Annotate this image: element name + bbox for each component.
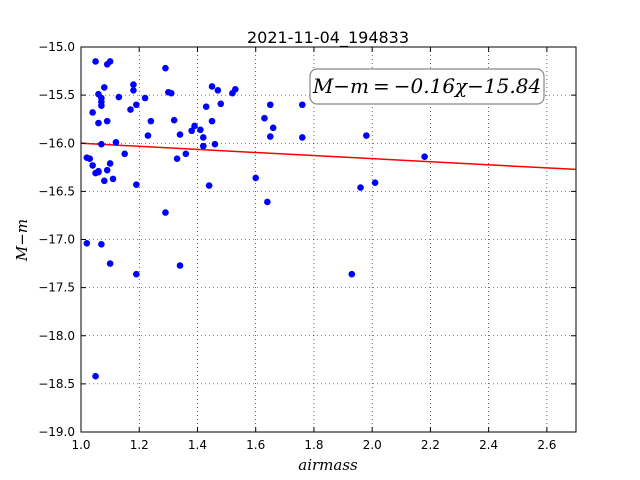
data-points bbox=[83, 58, 428, 380]
x-tick-label: 1.0 bbox=[71, 438, 90, 452]
data-point bbox=[89, 162, 96, 169]
fit-line bbox=[80, 142, 577, 171]
y-tick-label: −15.5 bbox=[38, 88, 75, 102]
y-tick-label: −16.0 bbox=[38, 136, 75, 150]
data-point bbox=[182, 150, 190, 158]
data-point bbox=[197, 126, 204, 134]
data-point bbox=[191, 122, 198, 130]
data-point bbox=[421, 153, 428, 161]
data-point bbox=[86, 155, 94, 162]
y-axis-label: M−m bbox=[13, 219, 31, 262]
data-point bbox=[170, 116, 178, 124]
x-tick-label: 2.4 bbox=[479, 438, 498, 452]
x-tick-label: 1.8 bbox=[304, 438, 323, 452]
data-point bbox=[89, 109, 96, 116]
data-point bbox=[112, 138, 120, 146]
y-tick-labels: −15.0 −15.5 −16.0 −16.5 −17.0 −17.5 −18.0 −18.5… bbox=[38, 40, 75, 439]
data-point bbox=[269, 124, 277, 132]
data-point bbox=[264, 198, 271, 206]
data-point bbox=[217, 100, 225, 108]
x-tick-label: 2.6 bbox=[537, 438, 556, 452]
data-point bbox=[147, 117, 155, 125]
data-point bbox=[199, 142, 207, 150]
data-point bbox=[357, 184, 364, 191]
y-tick-label: −18.0 bbox=[38, 329, 75, 343]
x-tick-label: 2.2 bbox=[421, 438, 440, 452]
data-point bbox=[100, 84, 108, 91]
data-point bbox=[162, 64, 169, 72]
data-point bbox=[106, 58, 114, 65]
data-point bbox=[176, 262, 184, 269]
fit-line-group bbox=[80, 142, 577, 171]
data-point bbox=[214, 87, 222, 94]
data-point bbox=[109, 175, 117, 183]
data-point bbox=[205, 182, 213, 189]
y-tick-label: −17.0 bbox=[38, 233, 75, 247]
data-point bbox=[173, 155, 181, 162]
data-point bbox=[298, 134, 306, 141]
data-point bbox=[167, 89, 175, 97]
data-point bbox=[106, 160, 114, 167]
data-point bbox=[298, 101, 306, 109]
data-point bbox=[232, 86, 239, 93]
data-point bbox=[83, 240, 91, 247]
data-point bbox=[115, 93, 123, 101]
data-point bbox=[121, 150, 128, 158]
axis-ticks bbox=[80, 46, 576, 433]
data-point bbox=[130, 81, 137, 88]
data-point bbox=[208, 83, 216, 90]
data-point bbox=[98, 102, 105, 110]
x-tick-label: 1.4 bbox=[188, 438, 207, 452]
data-point bbox=[133, 270, 140, 278]
chart-title: 2021-11-04_194833 bbox=[247, 28, 409, 48]
data-point bbox=[141, 94, 149, 102]
data-point bbox=[363, 132, 370, 139]
data-point bbox=[133, 101, 140, 109]
data-point bbox=[95, 167, 102, 175]
data-point bbox=[127, 106, 134, 113]
data-point bbox=[266, 101, 274, 109]
y-tick-label: −15.0 bbox=[38, 40, 75, 54]
data-point bbox=[92, 372, 99, 380]
x-tick-labels: 1.0 1.2 1.4 1.6 1.8 2.0 2.2 2.4 2.6 bbox=[71, 438, 556, 452]
data-point bbox=[188, 127, 195, 135]
data-point bbox=[202, 103, 210, 110]
y-tick-label: −18.5 bbox=[38, 377, 75, 391]
x-axis-label: airmass bbox=[298, 456, 358, 474]
x-tick-label: 1.2 bbox=[130, 438, 149, 452]
y-tick-label: −16.5 bbox=[38, 184, 75, 198]
data-point bbox=[176, 131, 184, 138]
data-point bbox=[208, 117, 216, 125]
data-point bbox=[100, 177, 108, 185]
x-tick-label: 2.0 bbox=[363, 438, 382, 452]
data-point bbox=[252, 174, 260, 182]
data-point bbox=[348, 270, 356, 278]
data-point bbox=[92, 58, 99, 65]
data-point bbox=[266, 133, 274, 140]
data-point bbox=[98, 140, 105, 148]
data-point bbox=[133, 181, 140, 188]
data-point bbox=[211, 140, 219, 148]
fit-equation: M−m = −0.16χ−15.84 bbox=[312, 74, 541, 98]
data-point bbox=[261, 114, 268, 122]
data-point bbox=[162, 209, 169, 216]
y-tick-label: −17.5 bbox=[38, 281, 75, 295]
data-point bbox=[98, 241, 105, 248]
x-tick-label: 1.6 bbox=[246, 438, 265, 452]
annotation-box: M−m = −0.16χ−15.84 bbox=[309, 68, 545, 105]
y-tick-label: −19.0 bbox=[38, 425, 75, 439]
data-point bbox=[371, 179, 379, 187]
data-point bbox=[130, 87, 137, 94]
data-point bbox=[103, 166, 111, 174]
data-point bbox=[106, 260, 114, 267]
annotation-frame bbox=[309, 68, 545, 105]
data-point bbox=[103, 117, 111, 125]
data-point bbox=[144, 132, 152, 139]
data-point bbox=[199, 134, 207, 141]
data-point bbox=[95, 119, 102, 127]
